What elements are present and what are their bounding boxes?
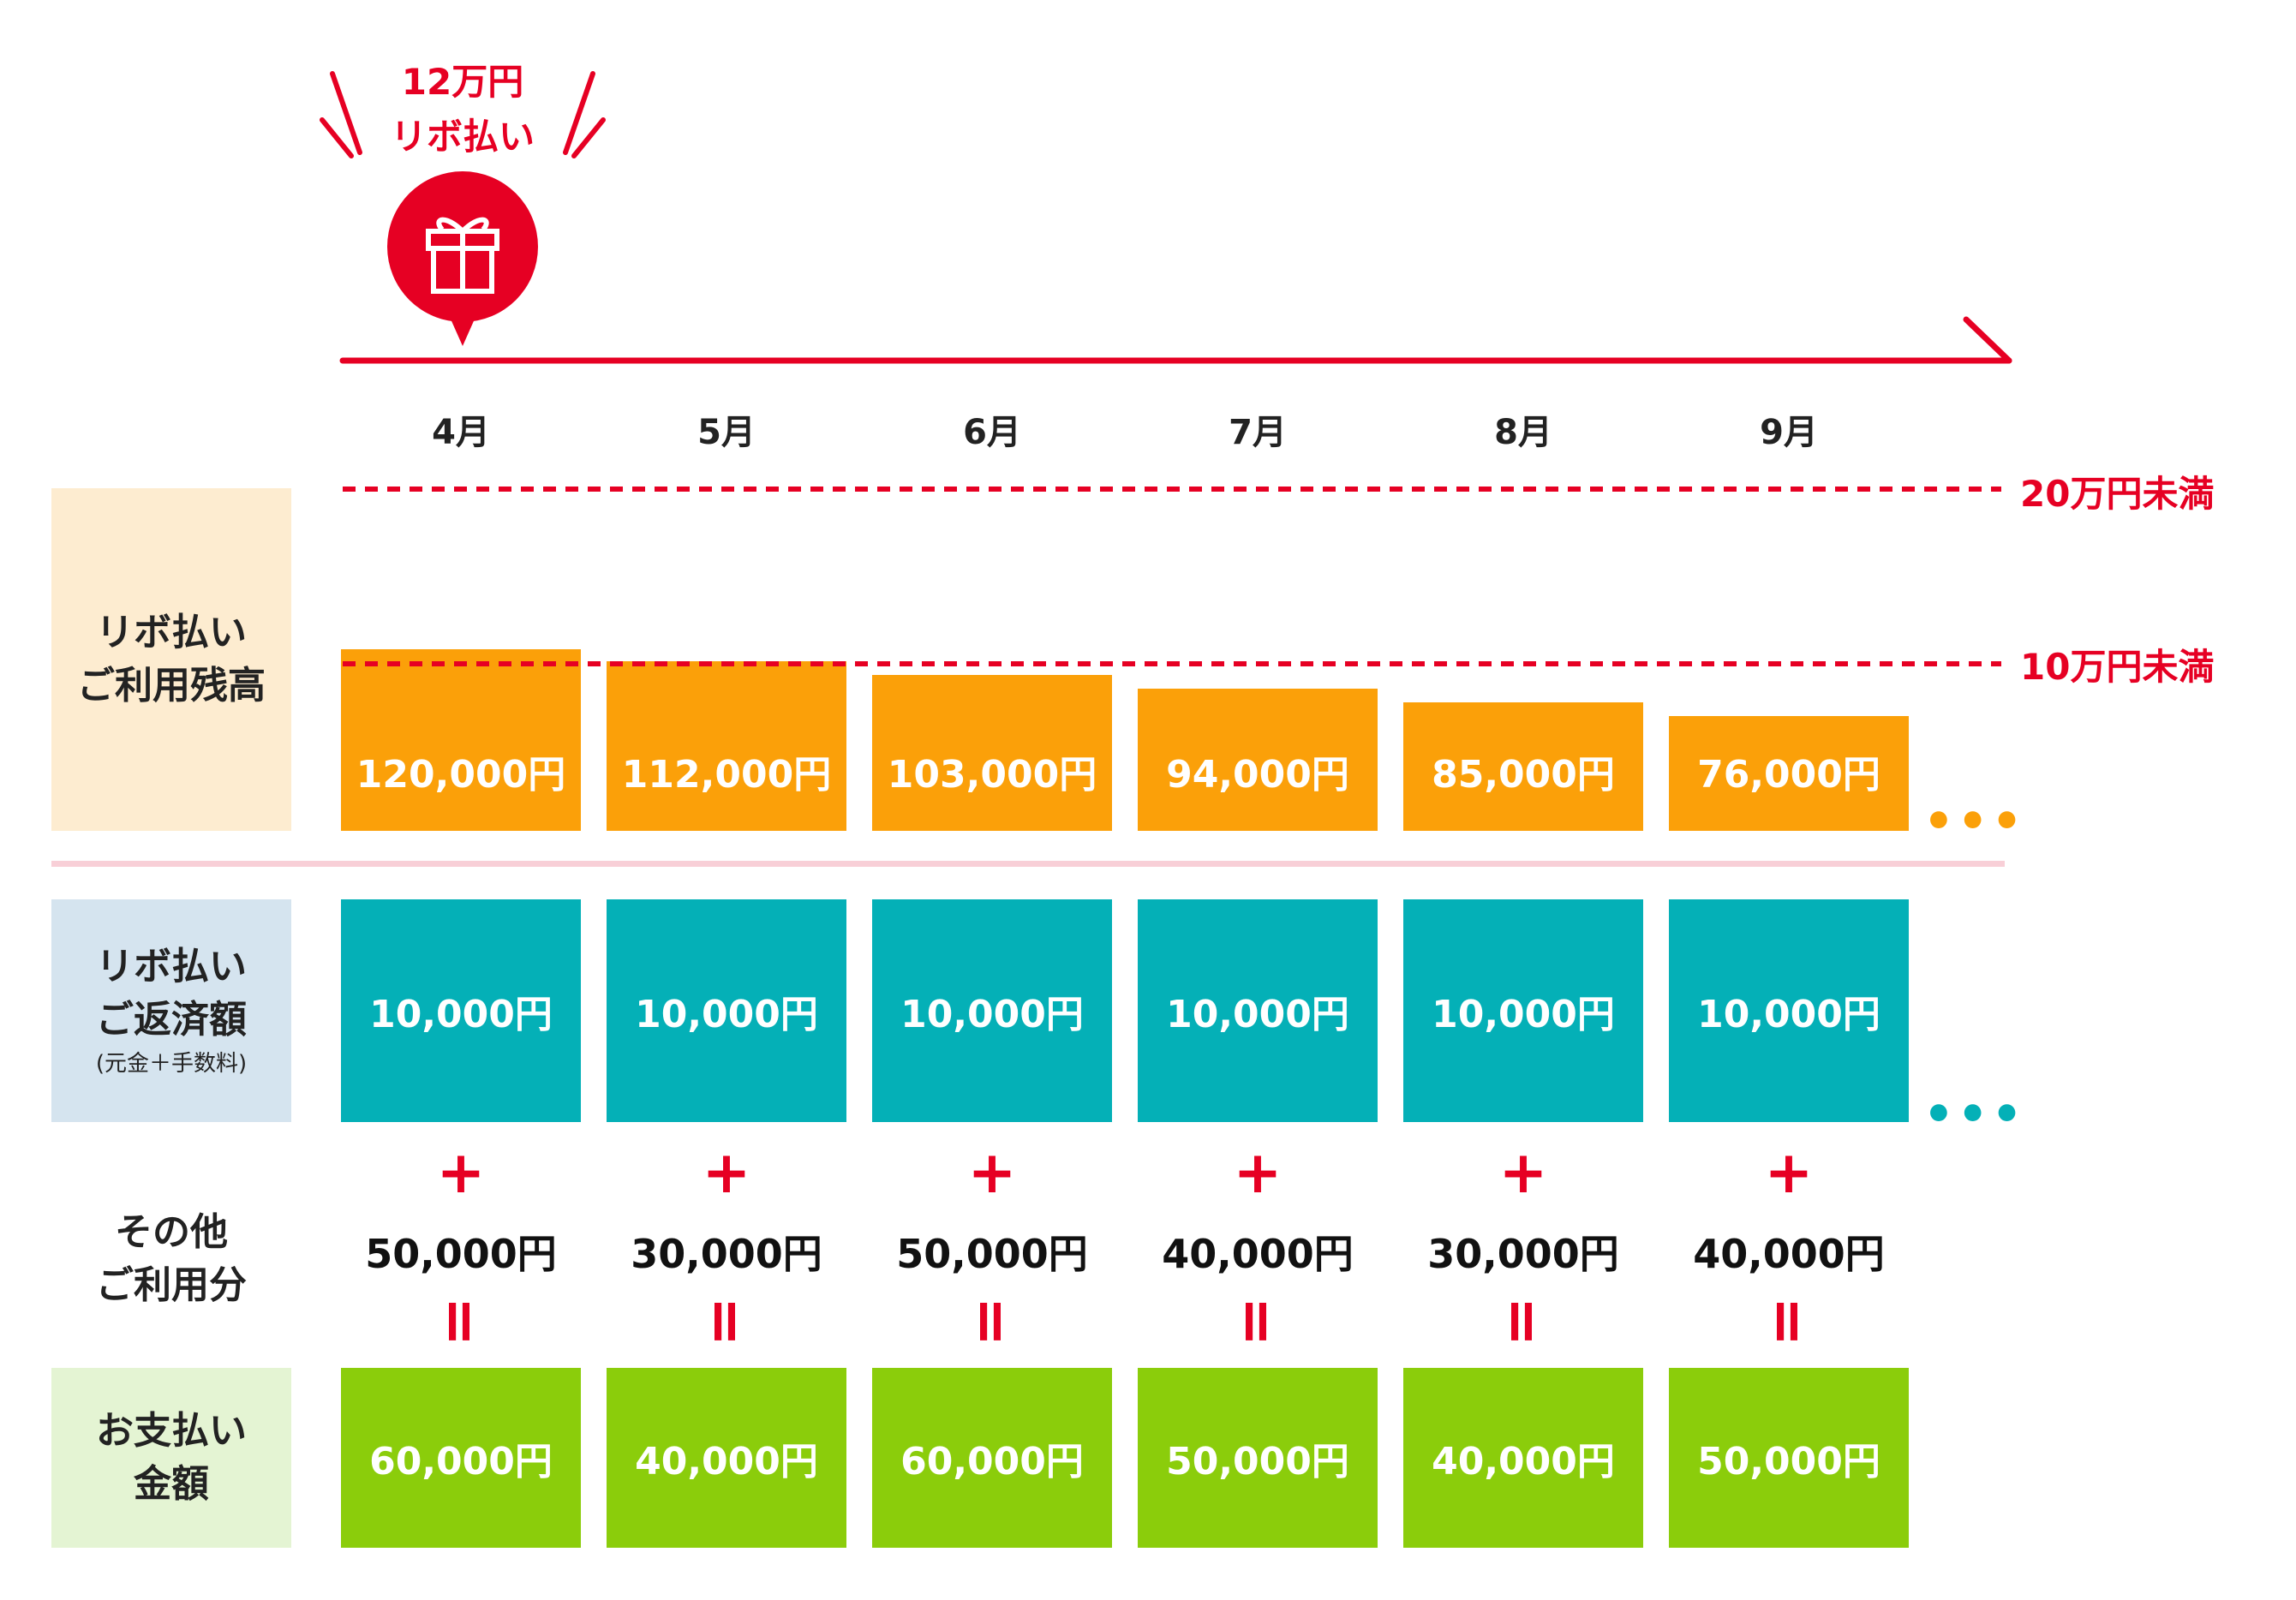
balance-bar-label: 94,000円: [1166, 752, 1349, 797]
threshold-label-upper: 20万円未満: [2020, 473, 2215, 515]
repayment-box: 10,000円: [607, 899, 846, 1122]
payment-box: 60,000円: [872, 1368, 1112, 1548]
payment-box: 50,000円: [1138, 1368, 1378, 1548]
balance-bar-label: 103,000円: [887, 752, 1097, 797]
other-usage-amount: 30,000円: [1427, 1231, 1619, 1277]
plus-sign: +: [436, 1139, 486, 1207]
repayment-box: 10,000円: [1138, 899, 1378, 1122]
plus-sign: +: [702, 1139, 751, 1207]
balance-bar-label: 120,000円: [356, 752, 566, 797]
category-repayment-note: (元金＋手数料): [95, 1051, 248, 1077]
other-usage-amount: 40,000円: [1693, 1231, 1885, 1277]
callout-burst-lines: [320, 71, 606, 158]
payment-box: 50,000円: [1669, 1368, 1909, 1548]
category-other-line1: その他: [115, 1210, 228, 1254]
month-label-8: 8月: [1494, 413, 1552, 452]
category-repayment-line1: リボ払い: [96, 945, 247, 988]
timeline-arrow: [339, 316, 2012, 364]
month-label-5: 5月: [697, 413, 756, 452]
balance-bar: 85,000円: [1403, 701, 1643, 831]
category-repayment: リボ払い ご返済額 (元金＋手数料): [51, 899, 291, 1122]
other-usage-amount: 30,000円: [631, 1231, 822, 1277]
section-divider: [51, 861, 2005, 867]
category-balance-line2: ご利用残高: [77, 664, 266, 707]
balance-bar-label: 112,000円: [621, 752, 832, 797]
month-label-4: 4月: [432, 413, 490, 452]
balance-bar: 94,000円: [1138, 689, 1378, 831]
other-usage-amount: 50,000円: [896, 1231, 1088, 1277]
plus-sign: +: [967, 1139, 1017, 1207]
threshold-label-lower: 10万円未満: [2020, 646, 2215, 688]
balance-bar-label: 76,000円: [1697, 752, 1880, 797]
gift-marker: [387, 171, 538, 346]
repayment-ellipsis: •••: [1923, 1087, 2026, 1143]
callout-amount: 12万円: [401, 61, 524, 103]
balance-bar-label: 85,000円: [1432, 752, 1615, 797]
payment-box: 40,000円: [1403, 1368, 1643, 1548]
other-usage-amount: 50,000円: [365, 1231, 557, 1277]
balance-bar: 112,000円: [607, 661, 846, 831]
callout-text: 12万円 リボ払い: [351, 55, 574, 164]
payment-box: 40,000円: [607, 1368, 846, 1548]
balance-bar: 103,000円: [872, 675, 1112, 831]
month-label-7: 7月: [1229, 413, 1287, 452]
repayment-box: 10,000円: [1669, 899, 1909, 1122]
category-payment-line2: 金額: [134, 1462, 209, 1506]
balance-bar: 76,000円: [1669, 715, 1909, 831]
balance-bar: 120,000円: [341, 649, 581, 831]
repayment-box: 10,000円: [1403, 899, 1643, 1122]
category-repayment-line2: ご返済額: [96, 998, 247, 1042]
category-other: その他 ご利用分: [51, 1148, 291, 1370]
other-usage-amount: 40,000円: [1162, 1231, 1354, 1277]
plus-sign: +: [1764, 1139, 1814, 1207]
plus-sign: +: [1233, 1139, 1283, 1207]
payment-box: 60,000円: [341, 1368, 581, 1548]
category-balance: リボ払い ご利用残高: [51, 488, 291, 831]
repayment-box: 10,000円: [341, 899, 581, 1122]
repayment-box: 10,000円: [872, 899, 1112, 1122]
month-label-9: 9月: [1760, 413, 1818, 452]
category-other-line2: ご利用分: [96, 1263, 247, 1307]
category-payment: お支払い 金額: [51, 1368, 291, 1548]
category-payment-line1: お支払い: [96, 1409, 247, 1453]
category-balance-line1: リボ払い: [96, 611, 247, 654]
month-label-6: 6月: [963, 413, 1021, 452]
balance-ellipsis: •••: [1923, 794, 2026, 850]
plus-sign: +: [1498, 1139, 1548, 1207]
gift-icon: [426, 217, 499, 294]
callout-label: リボ払い: [390, 116, 535, 158]
